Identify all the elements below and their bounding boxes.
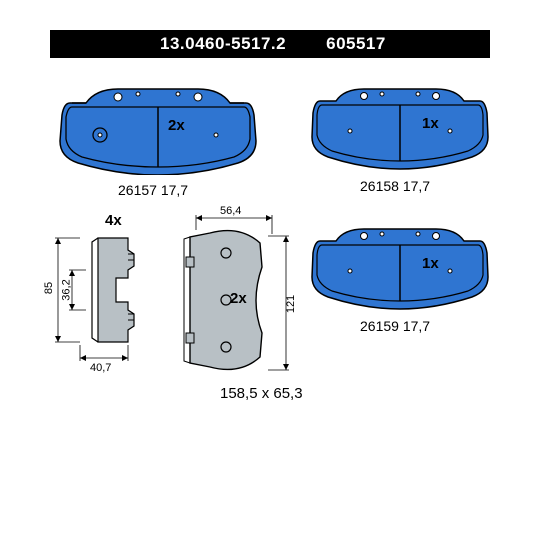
brake-pad-1 (58, 85, 258, 175)
header-part-b: 605517 (326, 34, 386, 54)
pad2-qty: 1x (422, 115, 439, 132)
dim-clipH: 85 (43, 282, 55, 294)
pad3-code: 26159 17,7 (360, 318, 430, 334)
dim-clipW: 40,7 (90, 362, 111, 374)
canvas: 13.0460-5517.2 605517 2x 26157 17,7 (0, 0, 540, 540)
shim-dim-lines (168, 210, 298, 390)
dim-shimW: 56,4 (220, 205, 241, 217)
pad1-qty: 2x (168, 117, 185, 134)
dim-shimH: 121 (285, 295, 297, 313)
dim-clipInnerH: 36,2 (61, 279, 73, 300)
header-part-a: 13.0460-5517.2 (160, 34, 286, 54)
pad1-code: 26157 17,7 (118, 182, 188, 198)
header-bar: 13.0460-5517.2 605517 (50, 30, 490, 58)
overall-dim: 158,5 x 65,3 (220, 385, 303, 402)
pad2-code: 26158 17,7 (360, 178, 430, 194)
clip-qty: 4x (105, 212, 122, 229)
pad3-qty: 1x (422, 255, 439, 272)
brake-pad-3 (310, 225, 490, 311)
brake-pad-2 (310, 85, 490, 171)
